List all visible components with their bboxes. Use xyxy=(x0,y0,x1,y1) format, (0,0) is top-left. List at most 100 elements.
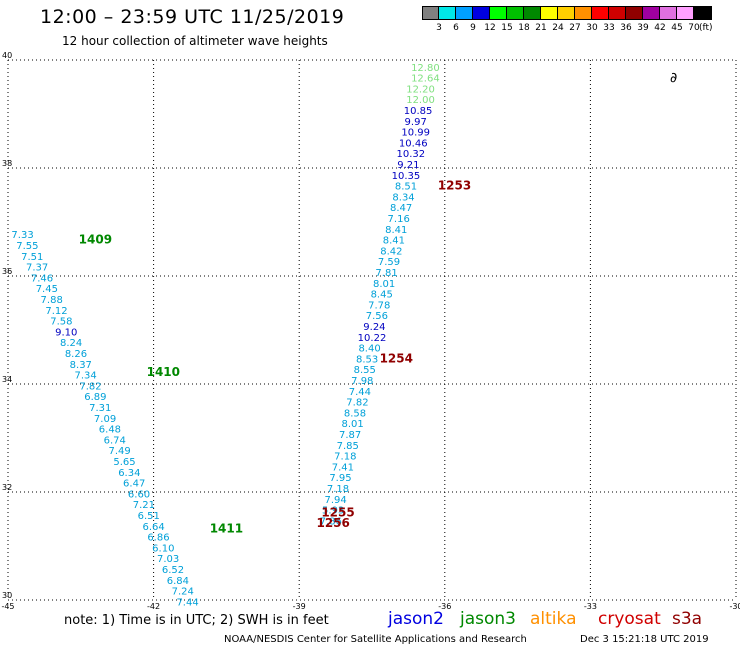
swh-label: 7.87 xyxy=(339,430,361,441)
swh-label: 6.47 xyxy=(123,479,145,490)
swh-label: 7.16 xyxy=(388,214,410,225)
swh-label: 6.60 xyxy=(128,489,150,500)
swh-label: 9.24 xyxy=(363,322,385,333)
color-swatch xyxy=(524,6,541,20)
swh-label: 8.55 xyxy=(354,365,376,376)
swh-label: 7.49 xyxy=(108,446,130,457)
swh-label: 6.86 xyxy=(147,533,169,544)
swh-label: 8.45 xyxy=(371,290,393,301)
swh-label: 8.37 xyxy=(70,360,92,371)
swh-label: 9.21 xyxy=(397,160,419,171)
pass-time-label: 1409 xyxy=(79,233,112,247)
color-scale-label: 33 xyxy=(603,23,615,33)
swh-label: 7.81 xyxy=(375,268,397,279)
swh-label: 5.93 xyxy=(322,506,344,517)
swh-label: 6.64 xyxy=(142,522,164,533)
swh-label: 8.01 xyxy=(341,419,363,430)
x-tick-label: -33 xyxy=(584,602,597,611)
x-tick-label: -45 xyxy=(1,602,14,611)
swh-label: 8.40 xyxy=(358,344,380,355)
y-tick-label: 32 xyxy=(2,483,12,492)
color-swatch xyxy=(609,6,626,20)
swh-label: 7.34 xyxy=(75,371,97,382)
x-tick-label: -36 xyxy=(438,602,451,611)
credit-line: NOAA/NESDIS Center for Satellite Applica… xyxy=(224,634,527,645)
swh-label: 7.31 xyxy=(89,403,111,414)
color-scale-label: 6 xyxy=(453,23,459,33)
x-tick-label: -30 xyxy=(729,602,740,611)
color-swatch xyxy=(422,6,439,20)
color-scale-label: 12 xyxy=(484,23,496,33)
y-tick-label: 38 xyxy=(2,159,12,168)
color-scale-label: 42 xyxy=(654,23,666,33)
y-tick-label: 30 xyxy=(2,591,12,600)
color-scale-label: 45 xyxy=(671,23,683,33)
swh-label: 7.33 xyxy=(11,230,33,241)
pass-time-label: 1411 xyxy=(210,522,243,536)
swh-label: 7.88 xyxy=(41,295,63,306)
swh-label: 8.01 xyxy=(373,279,395,290)
color-swatch xyxy=(677,6,694,20)
color-swatch xyxy=(558,6,575,20)
swh-label: 7.94 xyxy=(324,495,346,506)
color-scale-label: 30 xyxy=(586,23,598,33)
swh-label: 7.12 xyxy=(45,306,67,317)
color-scale-label: 9 xyxy=(470,23,476,33)
swh-label: 7.37 xyxy=(26,263,48,274)
swh-label: 6.74 xyxy=(104,435,126,446)
swh-label: 8.26 xyxy=(65,349,87,360)
swh-label: 8.41 xyxy=(385,225,407,236)
swh-label: 7.55 xyxy=(16,241,38,252)
swh-label: 7.59 xyxy=(378,257,400,268)
swh-label: 6.84 xyxy=(167,576,189,587)
legend-altika: altika xyxy=(530,609,577,629)
color-scale-label: 39 xyxy=(637,23,649,33)
swh-label: 7.18 xyxy=(327,484,349,495)
color-swatch xyxy=(456,6,473,20)
swh-label: 7.24 xyxy=(172,587,194,598)
y-tick-label: 34 xyxy=(2,375,12,384)
chart-subtitle: 12 hour collection of altimeter wave hei… xyxy=(62,34,328,48)
color-swatch xyxy=(626,6,643,20)
swh-label: 9.10 xyxy=(55,327,77,338)
swh-label: 7.44 xyxy=(176,597,198,608)
swh-label: 6.52 xyxy=(162,565,184,576)
x-tick-label: -42 xyxy=(147,602,160,611)
legend-jason3: jason3 xyxy=(460,609,516,629)
pass-time-label: 1255 xyxy=(321,505,354,519)
swh-label: 7.56 xyxy=(366,311,388,322)
color-swatch xyxy=(439,6,456,20)
color-scale-frame xyxy=(422,6,712,20)
color-swatch xyxy=(694,6,711,20)
color-swatch xyxy=(473,6,490,20)
color-scale-label: 27 xyxy=(569,23,581,33)
swh-label: 7.03 xyxy=(157,554,179,565)
color-scale-label: 15 xyxy=(501,23,513,33)
swh-label: 12.64 xyxy=(411,74,440,85)
swh-label: 8.58 xyxy=(344,408,366,419)
color-swatch xyxy=(541,6,558,20)
generated-timestamp: Dec 3 15:21:18 UTC 2019 xyxy=(580,634,709,645)
pass-time-label: 1253 xyxy=(438,179,471,193)
swh-label: 6.34 xyxy=(118,468,140,479)
swh-label: 10.32 xyxy=(397,149,426,160)
legend-jason2: jason2 xyxy=(388,609,444,629)
y-tick-label: 36 xyxy=(2,267,12,276)
swh-label: 8.41 xyxy=(383,236,405,247)
x-tick-label: -39 xyxy=(293,602,306,611)
swh-label: 6.10 xyxy=(152,543,174,554)
swh-label: 7.95 xyxy=(329,473,351,484)
swh-label: 6.89 xyxy=(84,392,106,403)
swh-label: 7.78 xyxy=(368,300,390,311)
swh-label: 8.34 xyxy=(392,192,414,203)
pass-time-label: 1410 xyxy=(147,365,180,379)
color-scale-label: 3 xyxy=(436,23,442,33)
swh-label: 12.20 xyxy=(406,84,435,95)
swh-label: 7.44 xyxy=(349,387,371,398)
swh-label: 6.48 xyxy=(99,425,121,436)
swh-label: 10.99 xyxy=(401,128,430,139)
y-tick-label: 40 xyxy=(2,51,12,60)
color-swatch xyxy=(507,6,524,20)
units-note: note: 1) Time is in UTC; 2) SWH is in fe… xyxy=(64,613,329,628)
swh-label: 7.85 xyxy=(337,441,359,452)
